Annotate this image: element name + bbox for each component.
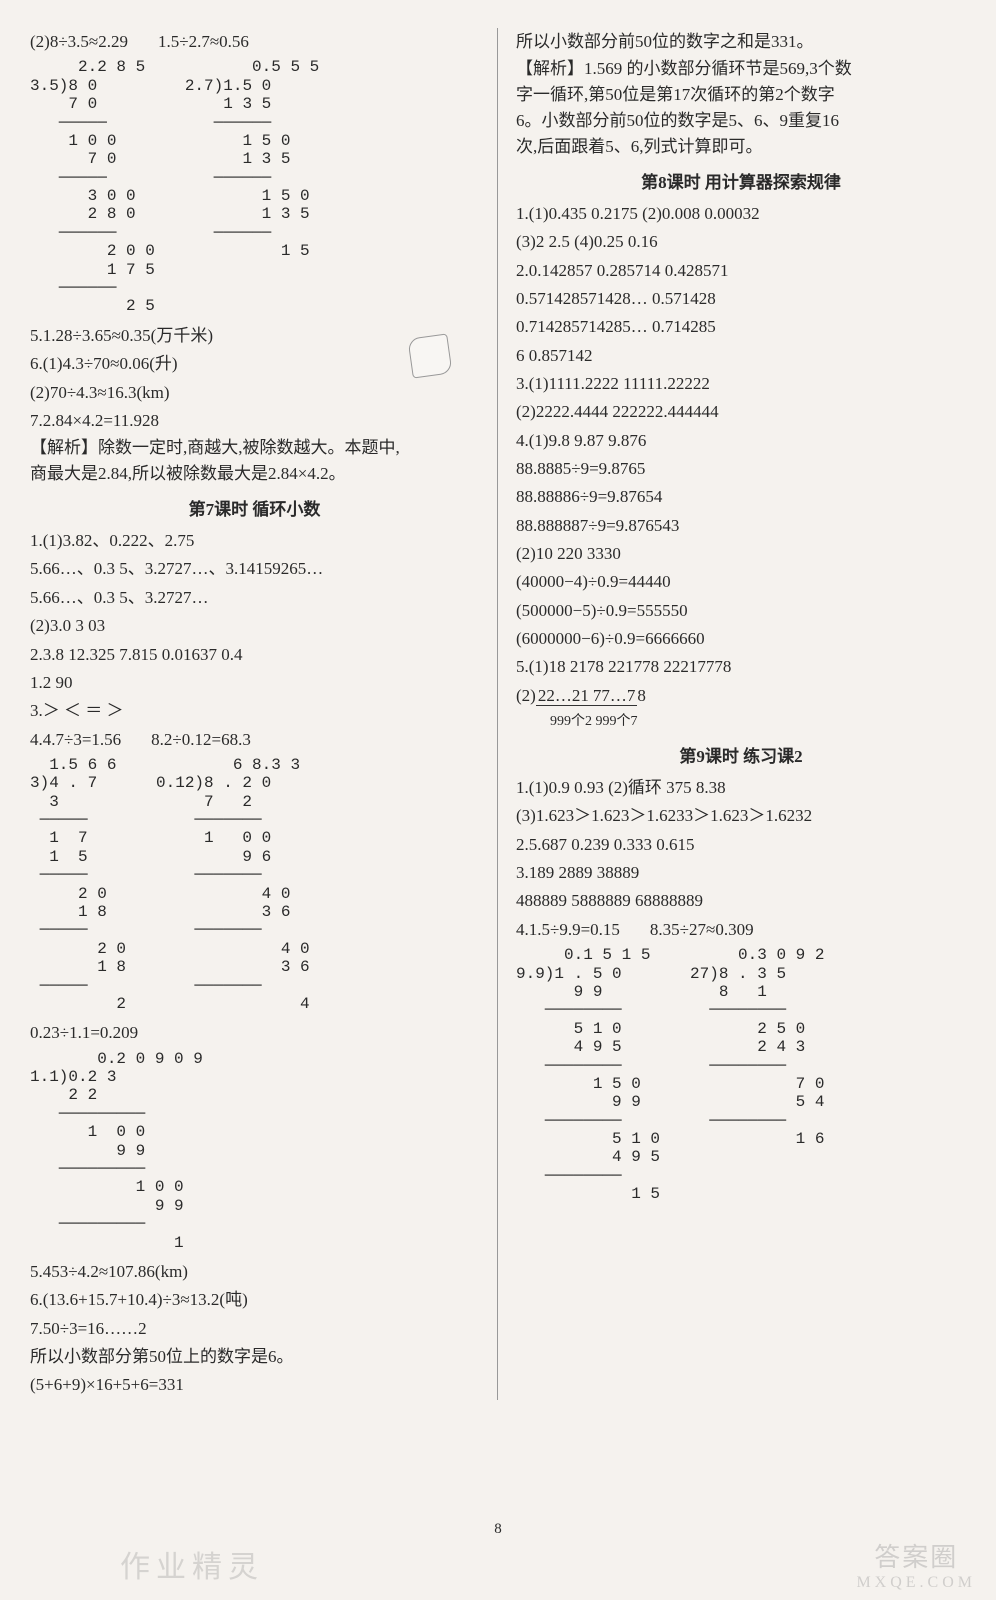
- s8-2d: 6 0.857142: [516, 342, 966, 370]
- s7-7c: (5+6+9)×16+5+6=331: [30, 1371, 479, 1399]
- s8-5c: 999个2 999个7: [516, 710, 966, 734]
- row-8div35: (2)8÷3.5≈2.29 1.5÷2.7≈0.56: [30, 28, 479, 56]
- longdiv-15div27: 0.5 5 5 2.7)1.5 0 1 3 5 ────── 1 5 0 1 3…: [185, 58, 319, 315]
- s7-1c: 5.66…、0.3 5、3.2727…: [30, 584, 479, 612]
- s7-7b: 所以小数部分第50位上的数字是6。: [30, 1343, 479, 1371]
- s8-2b: 0.571428571428… 0.571428: [516, 285, 966, 313]
- s8-2a: 2.0.142857 0.285714 0.428571: [516, 257, 966, 285]
- expl-7-line1: 【解析】除数一定时,商越大,被除数越大。本题中,: [30, 435, 479, 461]
- s7-6: 6.(13.6+15.7+10.4)÷3≈13.2(吨): [30, 1286, 479, 1314]
- r-exp2: 字一循环,第50位是第17次循环的第2个数字: [516, 82, 966, 108]
- r-exp3: 6。小数部分前50位的数字是5、6、9重复16: [516, 108, 966, 134]
- longdiv-47div3: 1.5 6 6 3)4 . 7 3 ───── 1 7 1 5 ───── 2 …: [30, 756, 126, 1013]
- longdiv-pair-1: 2.2 8 5 3.5)8 0 7 0 ───── 1 0 0 7 0 ────…: [30, 56, 479, 321]
- expr-15div27: 1.5÷2.7≈0.56: [158, 28, 249, 56]
- s7-1a: 1.(1)3.82、0.222、2.75: [30, 527, 479, 555]
- s7-2b: 1.2 90: [30, 669, 479, 697]
- s9-3b: 488889 5888889 68888889: [516, 887, 966, 915]
- longdiv-pair-3: 0.1 5 1 5 9.9)1 . 5 0 9 9 ──────── 5 1 0…: [516, 944, 966, 1209]
- longdiv-023div11: 0.2 0 9 0 9 1.1)0.2 3 2 2 ───────── 1 0 …: [30, 1050, 479, 1252]
- s7-3: 3.＞ ＜ ＝ ＞: [30, 697, 479, 725]
- longdiv-82div012: 6 8.3 3 0.12)8 . 2 0 7 2 ─────── 1 0 0 9…: [156, 756, 310, 1013]
- expr-15div99: 4.1.5÷9.9=0.15: [516, 916, 620, 944]
- ans-7: 7.2.84×4.2=11.928: [30, 407, 479, 435]
- wm-right-url: MXQE.COM: [856, 1574, 976, 1592]
- r-sum331: 所以小数部分前50位的数字之和是331。: [516, 28, 966, 56]
- expr-835div27: 8.35÷27≈0.309: [650, 916, 754, 944]
- ub-2s: 22…21: [536, 686, 591, 706]
- s7-5: 5.453÷4.2≈107.86(km): [30, 1258, 479, 1286]
- s9-1a: 1.(1)0.9 0.93 (2)循环 375 8.38: [516, 774, 966, 802]
- s8-4g: (500000−5)÷0.9=555550: [516, 597, 966, 625]
- s9-3a: 3.189 2889 38889: [516, 859, 966, 887]
- s8-5b: (2)22…2177…78: [516, 682, 966, 710]
- longdiv-15div99: 0.1 5 1 5 9.9)1 . 5 0 9 9 ──────── 5 1 0…: [516, 946, 660, 1203]
- s9-1b: (3)1.623＞1.623＞1.6233＞1.623＞1.6232: [516, 802, 966, 830]
- longdiv-835div27: 0.3 0 9 2 27)8 . 3 5 8 1 ──────── 2 5 0 …: [690, 946, 824, 1203]
- s8-4f: (40000−4)÷0.9=44440: [516, 568, 966, 596]
- stamp-ornament: [407, 333, 452, 378]
- ub-7s: 77…7: [591, 686, 638, 706]
- s9-2: 2.5.687 0.239 0.333 0.615: [516, 831, 966, 859]
- expr-8div35: (2)8÷3.5≈2.29: [30, 28, 128, 56]
- s8-4b: 88.8885÷9=9.8765: [516, 455, 966, 483]
- wm-right-title: 答案圈: [856, 1537, 976, 1574]
- row-15div99: 4.1.5÷9.9=0.15 8.35÷27≈0.309: [516, 916, 966, 944]
- r-exp1: 【解析】1.569 的小数部分循环节是569,3个数: [516, 56, 966, 82]
- s7-7a: 7.50÷3=16……2: [30, 1315, 479, 1343]
- watermark-left: 作业精灵: [120, 1542, 264, 1586]
- s8-1a: 1.(1)0.435 0.2175 (2)0.008 0.00032: [516, 200, 966, 228]
- watermark-right: 答案圈 MXQE.COM: [856, 1537, 976, 1592]
- section8-title: 第8课时 用计算器探索规律: [516, 170, 966, 196]
- section7-title: 第7课时 循环小数: [30, 497, 479, 523]
- expl-7-line2: 商最大是2.84,所以被除数最大是2.84×4.2。: [30, 461, 479, 487]
- s8-4d: 88.888887÷9=9.876543: [516, 512, 966, 540]
- right-column: 所以小数部分前50位的数字之和是331。 【解析】1.569 的小数部分循环节是…: [498, 28, 966, 1400]
- expr-023div11: 0.23÷1.1=0.209: [30, 1019, 479, 1047]
- s8-1b: (3)2 2.5 (4)0.25 0.16: [516, 228, 966, 256]
- s7-2: 2.3.8 12.325 7.815 0.01637 0.4: [30, 641, 479, 669]
- page-number: 8: [494, 1521, 502, 1538]
- ans-6b: (2)70÷4.3≈16.3(km): [30, 379, 479, 407]
- left-column: (2)8÷3.5≈2.29 1.5÷2.7≈0.56 2.2 8 5 3.5)8…: [30, 28, 498, 1400]
- page-root: (2)8÷3.5≈2.29 1.5÷2.7≈0.56 2.2 8 5 3.5)8…: [0, 0, 996, 1420]
- s8-4c: 88.88886÷9=9.87654: [516, 483, 966, 511]
- longdiv-pair-2: 1.5 6 6 3)4 . 7 3 ───── 1 7 1 5 ───── 2 …: [30, 754, 479, 1019]
- longdiv-8div35: 2.2 8 5 3.5)8 0 7 0 ───── 1 0 0 7 0 ────…: [30, 58, 155, 315]
- s8-3b: (2)2222.4444 222222.444444: [516, 398, 966, 426]
- s8-3a: 3.(1)1111.2222 11111.22222: [516, 370, 966, 398]
- section9-title: 第9课时 练习课2: [516, 744, 966, 770]
- s8-5a: 5.(1)18 2178 221778 22217778: [516, 653, 966, 681]
- s7-1d: (2)3.0 3 03: [30, 612, 479, 640]
- s7-1b: 5.66…、0.3 5、3.2727…、3.14159265…: [30, 555, 479, 583]
- s8-4a: 4.(1)9.8 9.87 9.876: [516, 427, 966, 455]
- s8-2c: 0.714285714285… 0.714285: [516, 313, 966, 341]
- s8-4e: (2)10 220 3330: [516, 540, 966, 568]
- expr-47div3: 4.4.7÷3=1.56: [30, 726, 121, 754]
- r-exp4: 次,后面跟着5、6,列式计算即可。: [516, 134, 966, 160]
- s8-4h: (6000000−6)÷0.9=6666660: [516, 625, 966, 653]
- row-47div3: 4.4.7÷3=1.56 8.2÷0.12=68.3: [30, 726, 479, 754]
- expr-82div012: 8.2÷0.12=68.3: [151, 726, 251, 754]
